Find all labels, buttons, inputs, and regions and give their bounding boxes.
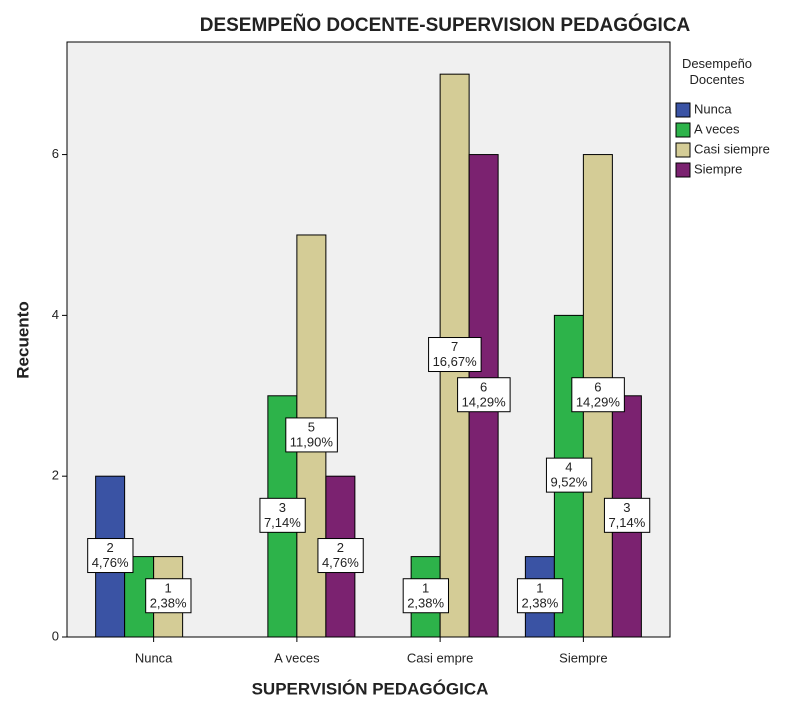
data-label: 6 14,29% [576,380,621,410]
legend-label: Nunca [694,101,732,116]
data-label: 1 2,38% [150,581,187,611]
data-label-box: 1 2,38% [516,578,564,614]
data-label-box: 3 7,14% [603,497,651,533]
legend-label: Siempre [694,161,742,176]
x-tick-label: Casi empre [407,650,473,665]
data-label-box: 6 14,29% [457,377,511,413]
data-label-bg [516,578,564,614]
data-label-bg [545,457,593,493]
data-label: 1 2,38% [521,581,558,611]
data-label-box: 5 11,90% [285,417,338,453]
chart-title: DESEMPEÑO DOCENTE-SUPERVISION PEDAGÓGICA [200,14,691,36]
data-label: 6 14,29% [462,380,507,410]
legend-swatch [675,162,691,178]
legend-swatch [675,102,691,118]
data-label: 7 16,67% [433,340,478,370]
y-tick-label: 6 [52,146,59,161]
data-label-box: 2 4,76% [87,538,134,574]
data-label-box: 6 14,29% [571,377,625,413]
data-label-bg [285,417,338,453]
data-label: 5 11,90% [290,420,334,450]
data-label-box: 2 4,76% [317,538,364,574]
data-label-box: 3 7,14% [259,497,306,533]
data-label-box: 1 2,38% [145,578,192,614]
data-label-bg [402,578,449,614]
legend-title: Desempeño Docentes [682,56,752,87]
x-tick-label: Nunca [135,650,173,665]
legend-swatch [675,142,691,158]
data-label-bg [428,337,482,373]
data-label: 3 7,14% [608,500,645,530]
data-label: 3 7,14% [264,500,301,530]
data-label-bg [603,497,651,533]
data-label-bg [145,578,192,614]
legend-swatch [675,122,691,138]
data-label-box: 4 9,52% [545,457,593,493]
data-label-box: 7 16,67% [428,337,482,373]
data-label-bg [259,497,306,533]
data-label: 1 2,38% [407,581,444,611]
data-label-box: 1 2,38% [402,578,449,614]
y-tick-label: 2 [52,468,59,483]
data-label-bg [87,538,134,574]
data-label: 4 9,52% [550,460,587,490]
data-label-bg [317,538,364,574]
legend-label: Casi siempre [694,141,770,156]
data-label: 2 4,76% [322,541,359,571]
data-label-bg [457,377,511,413]
y-axis-title: Recuento [13,301,32,378]
y-tick-label: 4 [52,307,59,322]
data-label-bg [571,377,625,413]
y-tick-label: 0 [52,628,59,643]
x-tick-label: A veces [274,650,320,665]
legend-label: A veces [694,121,740,136]
data-label: 2 4,76% [92,541,129,571]
x-axis-title: SUPERVISIÓN PEDAGÓGICA [252,679,489,698]
x-tick-label: Siempre [559,650,607,665]
